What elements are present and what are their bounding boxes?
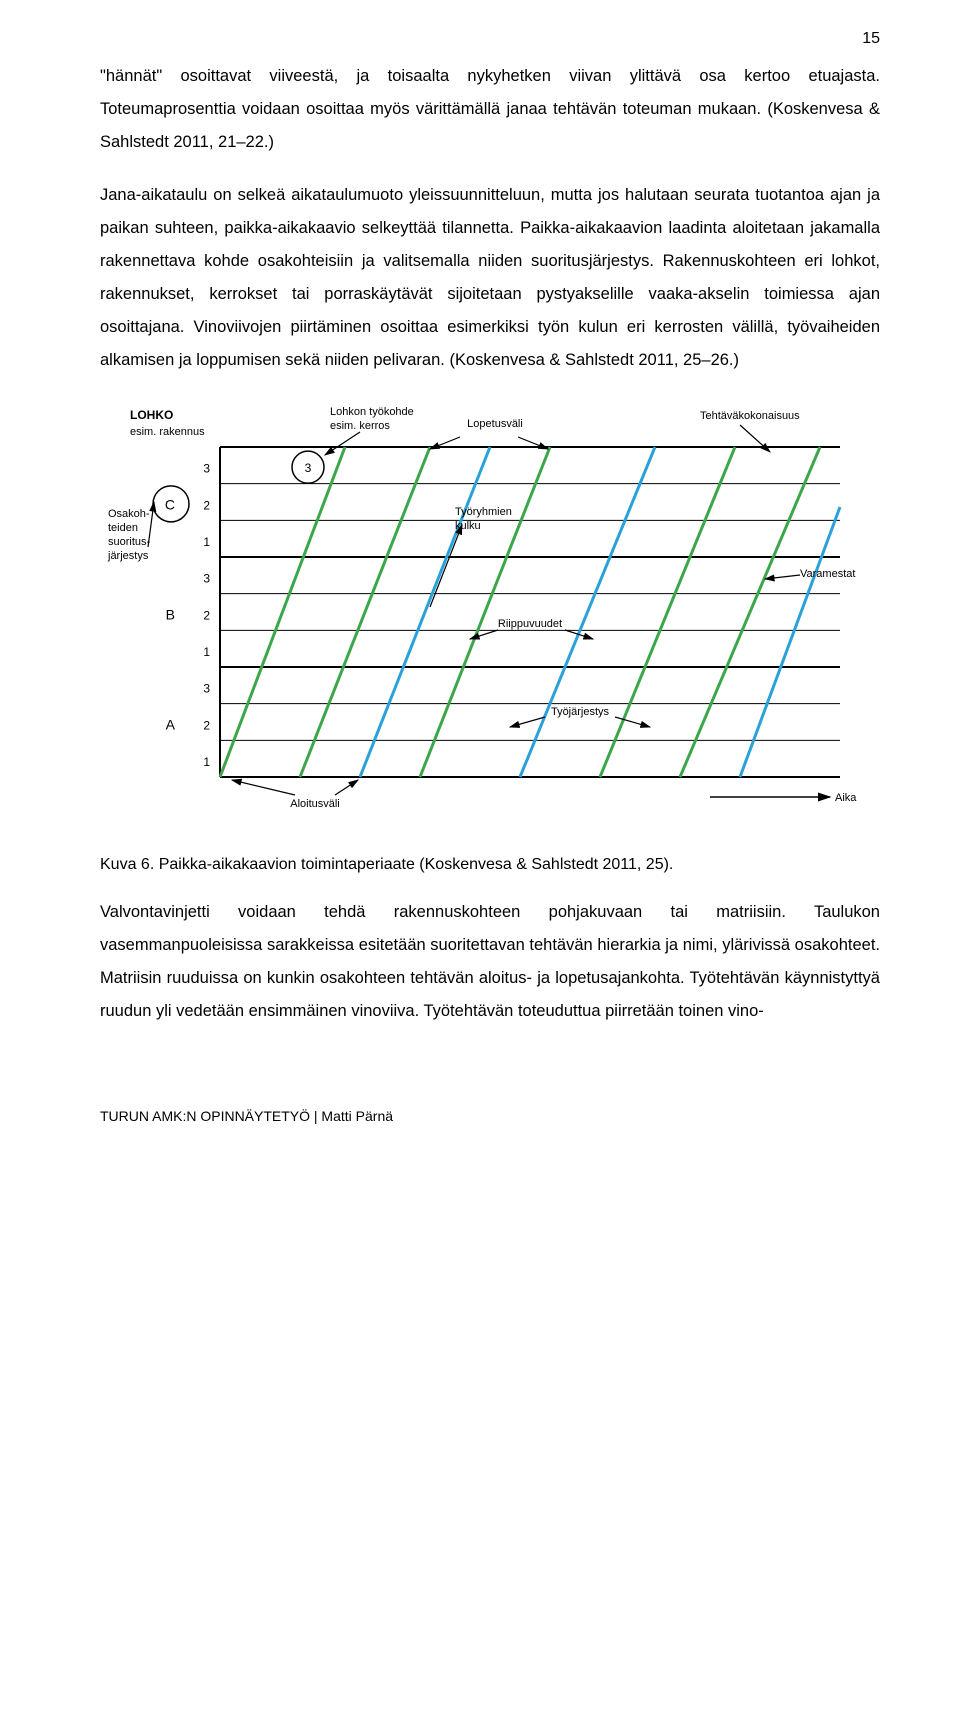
svg-text:Aloitusväli: Aloitusväli [290, 798, 340, 810]
svg-text:Aika: Aika [835, 792, 857, 804]
svg-text:Työryhmien: Työryhmien [455, 506, 512, 518]
svg-text:2: 2 [203, 718, 210, 732]
svg-text:Työjärjestys: Työjärjestys [551, 706, 610, 718]
svg-text:kulku: kulku [455, 520, 481, 532]
svg-text:teiden: teiden [108, 522, 138, 534]
svg-text:3: 3 [305, 461, 312, 475]
footer-text: TURUN AMK:N OPINNÄYTETYÖ | Matti Pärnä [100, 1108, 880, 1124]
svg-text:Varamestat: Varamestat [800, 568, 855, 580]
svg-text:A: A [166, 716, 176, 732]
svg-text:1: 1 [203, 645, 210, 659]
line-of-balance-diagram: 3 2 1 C 3 2 1 B 3 2 1 A LOHKO esim. rakennus Lohkon ty… [100, 397, 880, 837]
svg-text:Riippuvuudet: Riippuvuudet [498, 618, 562, 630]
page-number: 15 [862, 30, 880, 48]
paragraph-2: Jana-aikataulu on selkeä aikataulumuoto … [100, 179, 880, 377]
svg-text:C: C [165, 496, 175, 512]
svg-text:Lohkon työkohde: Lohkon työkohde [330, 406, 414, 418]
svg-text:2: 2 [203, 498, 210, 512]
svg-text:järjestys: järjestys [107, 550, 149, 562]
svg-text:Lopetusväli: Lopetusväli [467, 418, 523, 430]
figure-6: 3 2 1 C 3 2 1 B 3 2 1 A LOHKO esim. rakennus Lohkon ty… [100, 397, 880, 842]
svg-text:3: 3 [203, 572, 210, 586]
svg-text:Tehtäväkokonaisuus: Tehtäväkokonaisuus [700, 410, 800, 422]
paragraph-3: Valvontavinjetti voidaan tehdä rakennusk… [100, 896, 880, 1028]
svg-text:3: 3 [203, 462, 210, 476]
svg-text:suoritus-: suoritus- [108, 536, 151, 548]
paragraph-1: "hännät" osoittavat viiveestä, ja toisaa… [100, 60, 880, 159]
svg-text:esim. kerros: esim. kerros [330, 420, 390, 432]
svg-text:Osakoh-: Osakoh- [108, 508, 150, 520]
svg-text:esim. rakennus: esim. rakennus [130, 426, 205, 438]
svg-text:2: 2 [203, 608, 210, 622]
svg-text:1: 1 [203, 755, 210, 769]
svg-text:B: B [166, 606, 175, 622]
svg-text:3: 3 [203, 682, 210, 696]
svg-text:1: 1 [203, 535, 210, 549]
figure-6-caption: Kuva 6. Paikka-aikakaavion toimintaperia… [100, 852, 880, 878]
svg-text:LOHKO: LOHKO [130, 408, 173, 422]
